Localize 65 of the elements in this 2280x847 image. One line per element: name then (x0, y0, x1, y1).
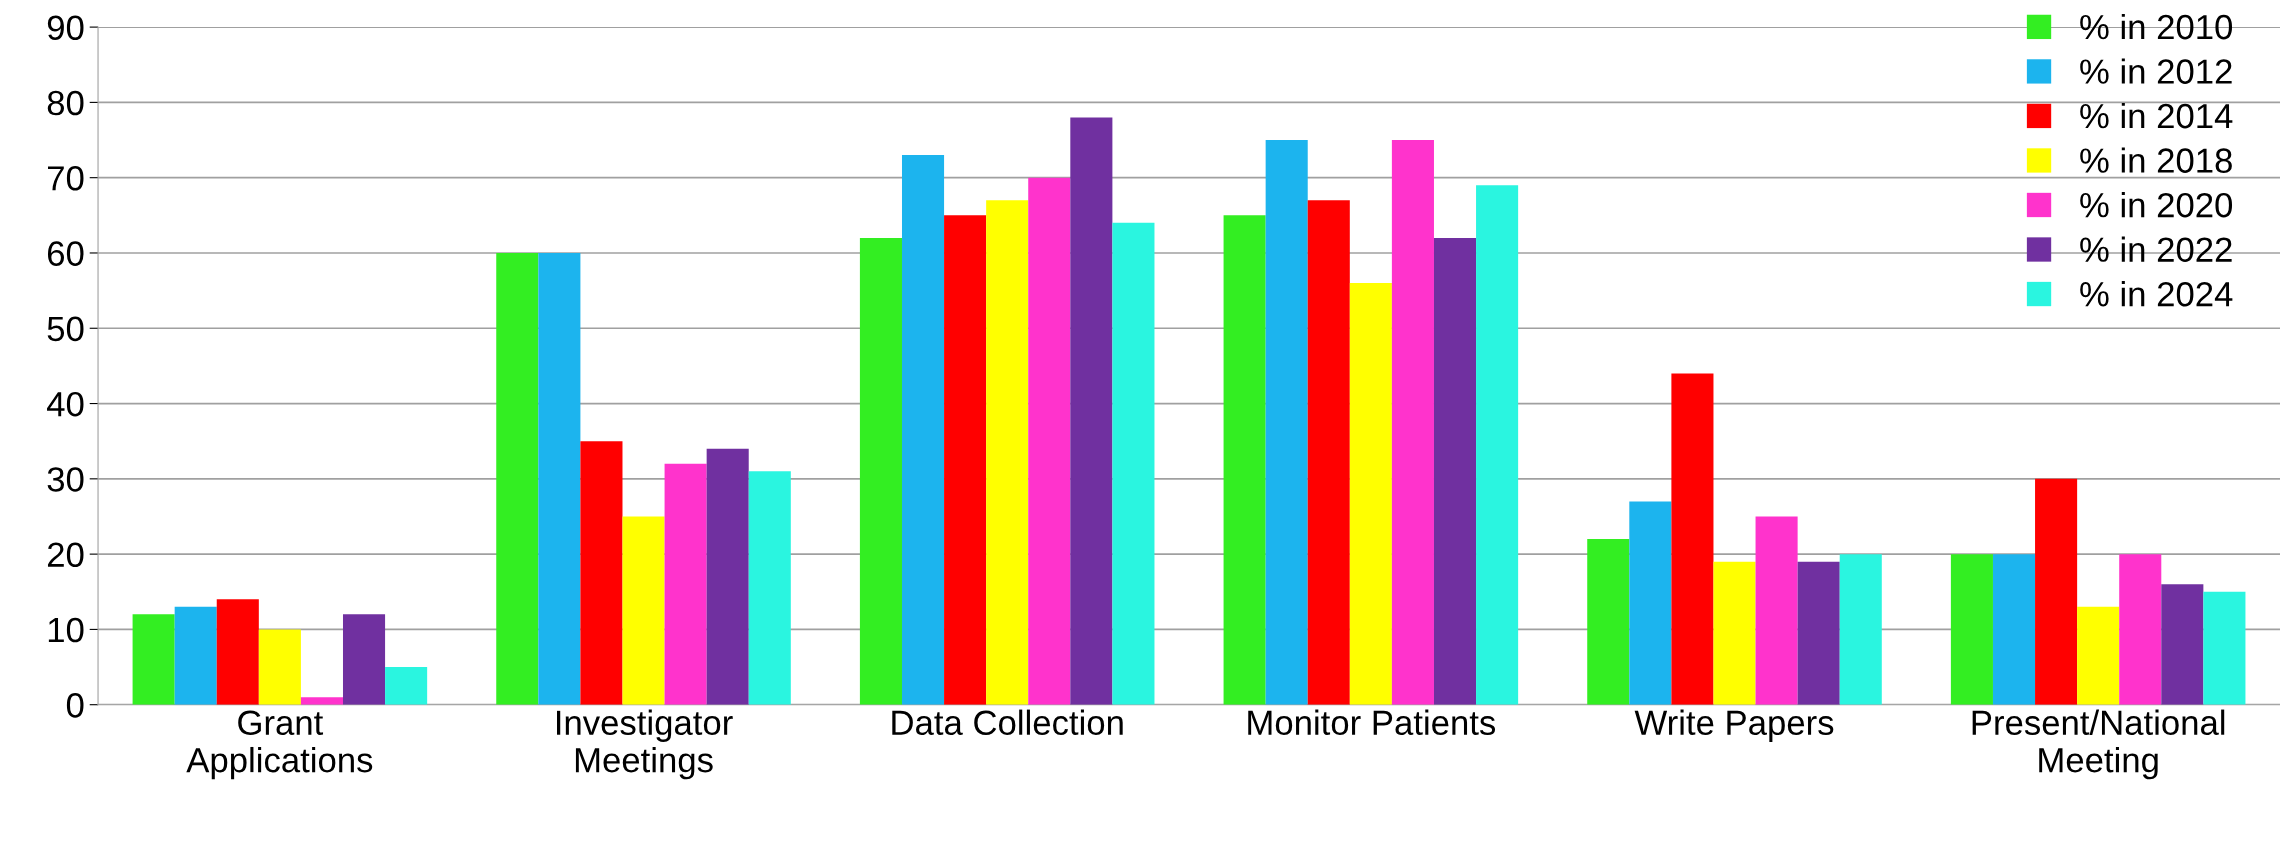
bar (706, 448, 749, 705)
bar (1433, 237, 1477, 705)
bar (385, 667, 428, 705)
bar (1587, 539, 1630, 705)
bar (1992, 554, 2036, 705)
x-tick-label: Present/National Meeting (1972, 709, 2225, 780)
bar (216, 599, 259, 705)
bar (2077, 606, 2120, 705)
bar (1265, 140, 1308, 705)
x-tick-label: Data Collection (892, 709, 1123, 736)
bar (1755, 516, 1798, 705)
bar (1349, 283, 1392, 705)
bar (1671, 373, 1714, 705)
bar (1112, 222, 1155, 705)
y-tick-label: 20 (47, 542, 84, 568)
x-tick-label: Write Papers (1634, 709, 1834, 742)
bar (1391, 140, 1434, 705)
bar (2035, 478, 2078, 705)
bar (174, 606, 217, 705)
legend-label: % in 2022 (2080, 236, 2232, 262)
y-tick-label: 40 (47, 391, 84, 417)
y-tick-label: 80 (47, 90, 84, 116)
bar (132, 614, 175, 705)
y-tick-label: 90 (47, 15, 84, 41)
y-tick-label: 0 (66, 693, 84, 718)
bar (1476, 185, 1519, 705)
y-tick-label: 70 (48, 166, 84, 191)
y-tick-label: 60 (47, 241, 84, 266)
y-tick-label: 50 (47, 316, 84, 342)
bar (1070, 117, 1113, 705)
legend-label: % in 2010 (2080, 13, 2233, 40)
bar (1797, 561, 1840, 705)
bar (300, 697, 343, 705)
bar (580, 441, 623, 705)
bar (1307, 200, 1350, 705)
legend-label: % in 2018 (2080, 147, 2232, 173)
bar (2203, 591, 2246, 705)
y-tick-label: 30 (47, 467, 84, 492)
bar (2161, 584, 2204, 705)
bar (944, 215, 987, 705)
bar (664, 463, 707, 705)
x-tick-label: Investigator Meetings (557, 709, 733, 780)
bar (538, 252, 581, 705)
bar (986, 200, 1029, 705)
bar (859, 237, 902, 705)
bar (1713, 561, 1756, 705)
bar (1223, 215, 1266, 705)
bar (1950, 554, 1993, 705)
bar (1028, 177, 1071, 705)
legend-label: % in 2020 (2080, 191, 2233, 218)
bar (496, 252, 539, 705)
legend-label: % in 2012 (2080, 58, 2232, 84)
x-tick-label: Monitor Patients (1248, 709, 1496, 736)
bar (258, 629, 301, 705)
x-tick-label: Grant Applications (186, 710, 373, 780)
bar (901, 155, 945, 705)
bar (622, 516, 665, 705)
bar (748, 471, 791, 705)
legend-label: % in 2014 (2080, 102, 2233, 129)
bar (1839, 554, 1882, 705)
legend-label: % in 2024 (2080, 281, 2233, 307)
bar (342, 614, 386, 705)
bar (1629, 501, 1672, 705)
y-tick-label: 10 (48, 617, 84, 643)
bar (2119, 554, 2162, 705)
